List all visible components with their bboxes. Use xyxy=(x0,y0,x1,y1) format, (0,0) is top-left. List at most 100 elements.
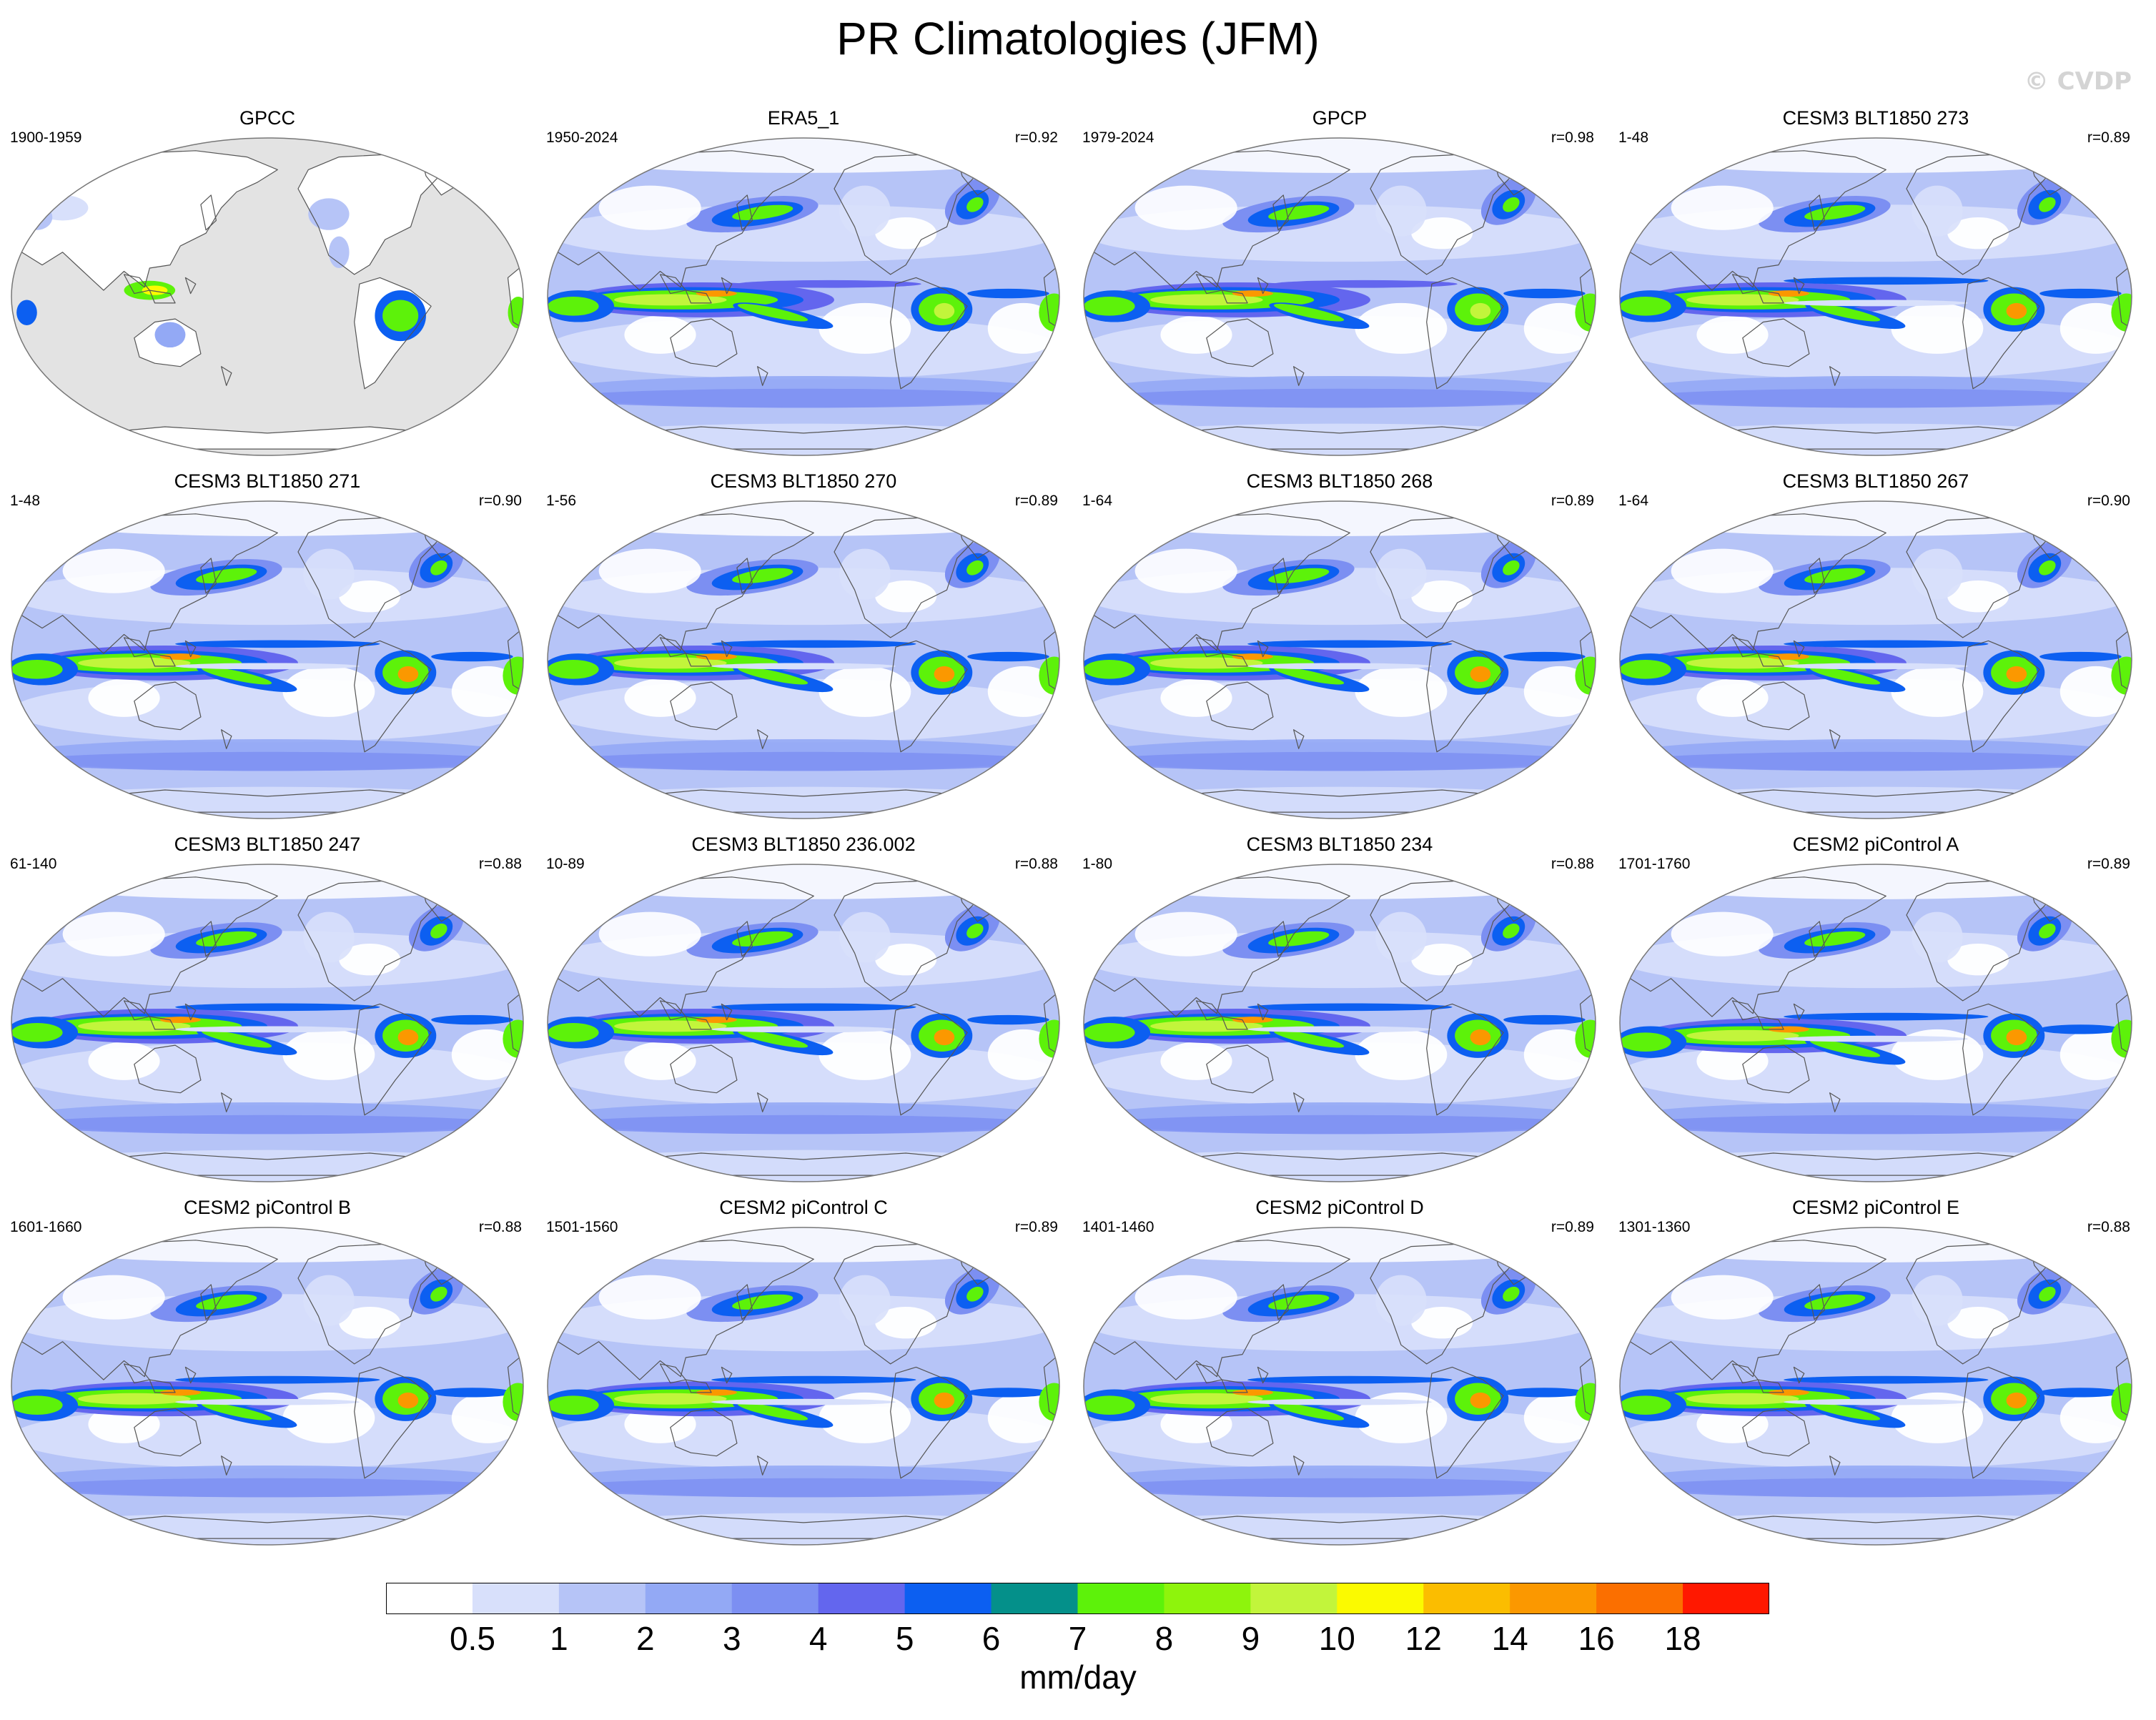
map-panel: CESM3 BLT1850 273 1-48 r=0.89 xyxy=(1608,106,2143,463)
precipitation-map xyxy=(11,864,524,1182)
panel-title: GPCC xyxy=(239,107,295,129)
panel-years-label: 1301-1360 xyxy=(1618,1219,1691,1235)
colorbar-swatch xyxy=(472,1583,560,1614)
panel-years-label: 1950-2024 xyxy=(546,129,618,146)
panel-correlation-label: r=0.89 xyxy=(2087,129,2130,146)
map-panel: CESM3 BLT1850 271 1-48 r=0.90 xyxy=(0,469,535,826)
panel-correlation-label: r=0.89 xyxy=(1551,1219,1594,1235)
colorbar xyxy=(386,1583,1769,1614)
precipitation-map xyxy=(1619,500,2132,819)
panel-years-label: 1601-1660 xyxy=(10,1219,82,1235)
panel-title: CESM2 piControl C xyxy=(719,1197,888,1218)
panel-correlation-label: r=0.89 xyxy=(1014,493,1058,509)
panel-years-label: 1-56 xyxy=(546,493,577,509)
precipitation-map xyxy=(1083,500,1596,819)
colorbar-tick-label: 7 xyxy=(1068,1620,1087,1657)
map-panel: CESM2 piControl D 1401-1460 r=0.89 xyxy=(1072,1195,1607,1553)
map-panel: CESM2 piControl E 1301-1360 r=0.88 xyxy=(1608,1195,2143,1553)
panel-years-label: 1-48 xyxy=(10,493,41,509)
panel-years-label: 1-48 xyxy=(1618,129,1649,146)
precipitation-map xyxy=(1619,1227,2132,1546)
panel-correlation-label: r=0.92 xyxy=(1014,129,1058,146)
panel-years-label: 1701-1760 xyxy=(1618,856,1691,872)
panel-years-label: 1-64 xyxy=(1618,493,1649,509)
panel-correlation-label: r=0.88 xyxy=(478,1219,522,1235)
cvdp-watermark: © CVDP xyxy=(2024,67,2132,96)
precipitation-map xyxy=(11,500,524,819)
colorbar-tick-label: 2 xyxy=(636,1620,655,1657)
panel-title: CESM3 BLT1850 271 xyxy=(174,470,361,492)
colorbar-tick-label: 5 xyxy=(895,1620,914,1657)
colorbar-swatch xyxy=(1250,1583,1337,1614)
map-panel: CESM2 piControl A 1701-1760 r=0.89 xyxy=(1608,832,2143,1190)
colorbar-tick-label: 18 xyxy=(1664,1620,1701,1657)
colorbar-swatch xyxy=(904,1583,992,1614)
colorbar-tick-label: 14 xyxy=(1491,1620,1528,1657)
panel-correlation-label: r=0.88 xyxy=(1014,856,1058,872)
colorbar-swatch xyxy=(558,1583,646,1614)
panel-correlation-label: r=0.88 xyxy=(478,856,522,872)
panel-title: CESM2 piControl A xyxy=(1792,834,1959,855)
map-panel: CESM2 piControl C 1501-1560 r=0.89 xyxy=(536,1195,1071,1553)
colorbar-tick-label: 1 xyxy=(550,1620,568,1657)
panel-title: GPCP xyxy=(1312,107,1368,129)
panel-title: CESM3 BLT1850 267 xyxy=(1782,470,1969,492)
panel-years-label: 61-140 xyxy=(10,856,57,872)
panel-title: CESM3 BLT1850 234 xyxy=(1246,834,1433,855)
panel-correlation-label: r=0.88 xyxy=(1551,856,1594,872)
panel-title: CESM3 BLT1850 268 xyxy=(1246,470,1433,492)
colorbar-tick-labels: 0.5 1 2 3 4 5 6 7 8 9 10 12 14 16 18 xyxy=(386,1618,1769,1661)
map-panel: CESM3 BLT1850 234 1-80 r=0.88 xyxy=(1072,832,1607,1190)
panel-title: CESM3 BLT1850 236.002 xyxy=(691,834,916,855)
colorbar-swatch xyxy=(1596,1583,1683,1614)
colorbar-swatch xyxy=(1164,1583,1251,1614)
map-panel: GPCC 1900-1959 xyxy=(0,106,535,463)
panel-years-label: 10-89 xyxy=(546,856,585,872)
colorbar-swatch xyxy=(1077,1583,1164,1614)
precipitation-map xyxy=(1083,1227,1596,1546)
panel-title: CESM2 piControl B xyxy=(183,1197,352,1218)
map-panel-grid: GPCC 1900-1959 ERA5_1 1950-2024 r=0.92 GPCP 19… xyxy=(0,106,2143,1553)
colorbar-swatch xyxy=(1337,1583,1424,1614)
colorbar-units-label: mm/day xyxy=(1019,1659,1137,1696)
map-panel: CESM3 BLT1850 268 1-64 r=0.89 xyxy=(1072,469,1607,826)
panel-years-label: 1-64 xyxy=(1082,493,1113,509)
panel-correlation-label: r=0.89 xyxy=(1551,493,1594,509)
colorbar-tick-label: 9 xyxy=(1241,1620,1260,1657)
colorbar-swatch xyxy=(731,1583,819,1614)
map-panel: CESM3 BLT1850 267 1-64 r=0.90 xyxy=(1608,469,2143,826)
colorbar-tick-label: 6 xyxy=(981,1620,1001,1657)
colorbar-tick-label: 3 xyxy=(722,1620,741,1657)
precipitation-map xyxy=(1083,864,1596,1182)
panel-title: CESM2 piControl D xyxy=(1255,1197,1424,1218)
panel-years-label: 1979-2024 xyxy=(1082,129,1154,146)
panel-title: ERA5_1 xyxy=(767,107,840,129)
colorbar-swatch xyxy=(1423,1583,1510,1614)
panel-title: CESM2 piControl E xyxy=(1791,1197,1960,1218)
colorbar-swatch xyxy=(386,1583,473,1614)
precipitation-map xyxy=(1619,864,2132,1182)
precipitation-map xyxy=(1619,137,2132,456)
precipitation-map xyxy=(547,1227,1060,1546)
panel-correlation-label: r=0.89 xyxy=(2087,856,2130,872)
colorbar-swatch xyxy=(1510,1583,1597,1614)
precipitation-map xyxy=(547,500,1060,819)
panel-years-label: 1900-1959 xyxy=(10,129,82,146)
map-panel: CESM3 BLT1850 270 1-56 r=0.89 xyxy=(536,469,1071,826)
precipitation-map xyxy=(547,137,1060,456)
panel-correlation-label: r=0.90 xyxy=(478,493,522,509)
colorbar-swatch xyxy=(991,1583,1078,1614)
colorbar-tick-label: 8 xyxy=(1154,1620,1174,1657)
map-panel: CESM2 piControl B 1601-1660 r=0.88 xyxy=(0,1195,535,1553)
colorbar-tick-label: 0.5 xyxy=(449,1620,495,1657)
panel-correlation-label: r=0.89 xyxy=(1014,1219,1058,1235)
map-panel: CESM3 BLT1850 247 61-140 r=0.88 xyxy=(0,832,535,1190)
map-panel: CESM3 BLT1850 236.002 10-89 r=0.88 xyxy=(536,832,1071,1190)
panel-title: CESM3 BLT1850 247 xyxy=(174,834,361,855)
colorbar-swatch xyxy=(818,1583,906,1614)
precipitation-map xyxy=(547,864,1060,1182)
precipitation-map xyxy=(11,137,524,456)
colorbar-swatch xyxy=(645,1583,733,1614)
panel-correlation-label: r=0.88 xyxy=(2087,1219,2130,1235)
panel-title: CESM3 BLT1850 270 xyxy=(710,470,897,492)
